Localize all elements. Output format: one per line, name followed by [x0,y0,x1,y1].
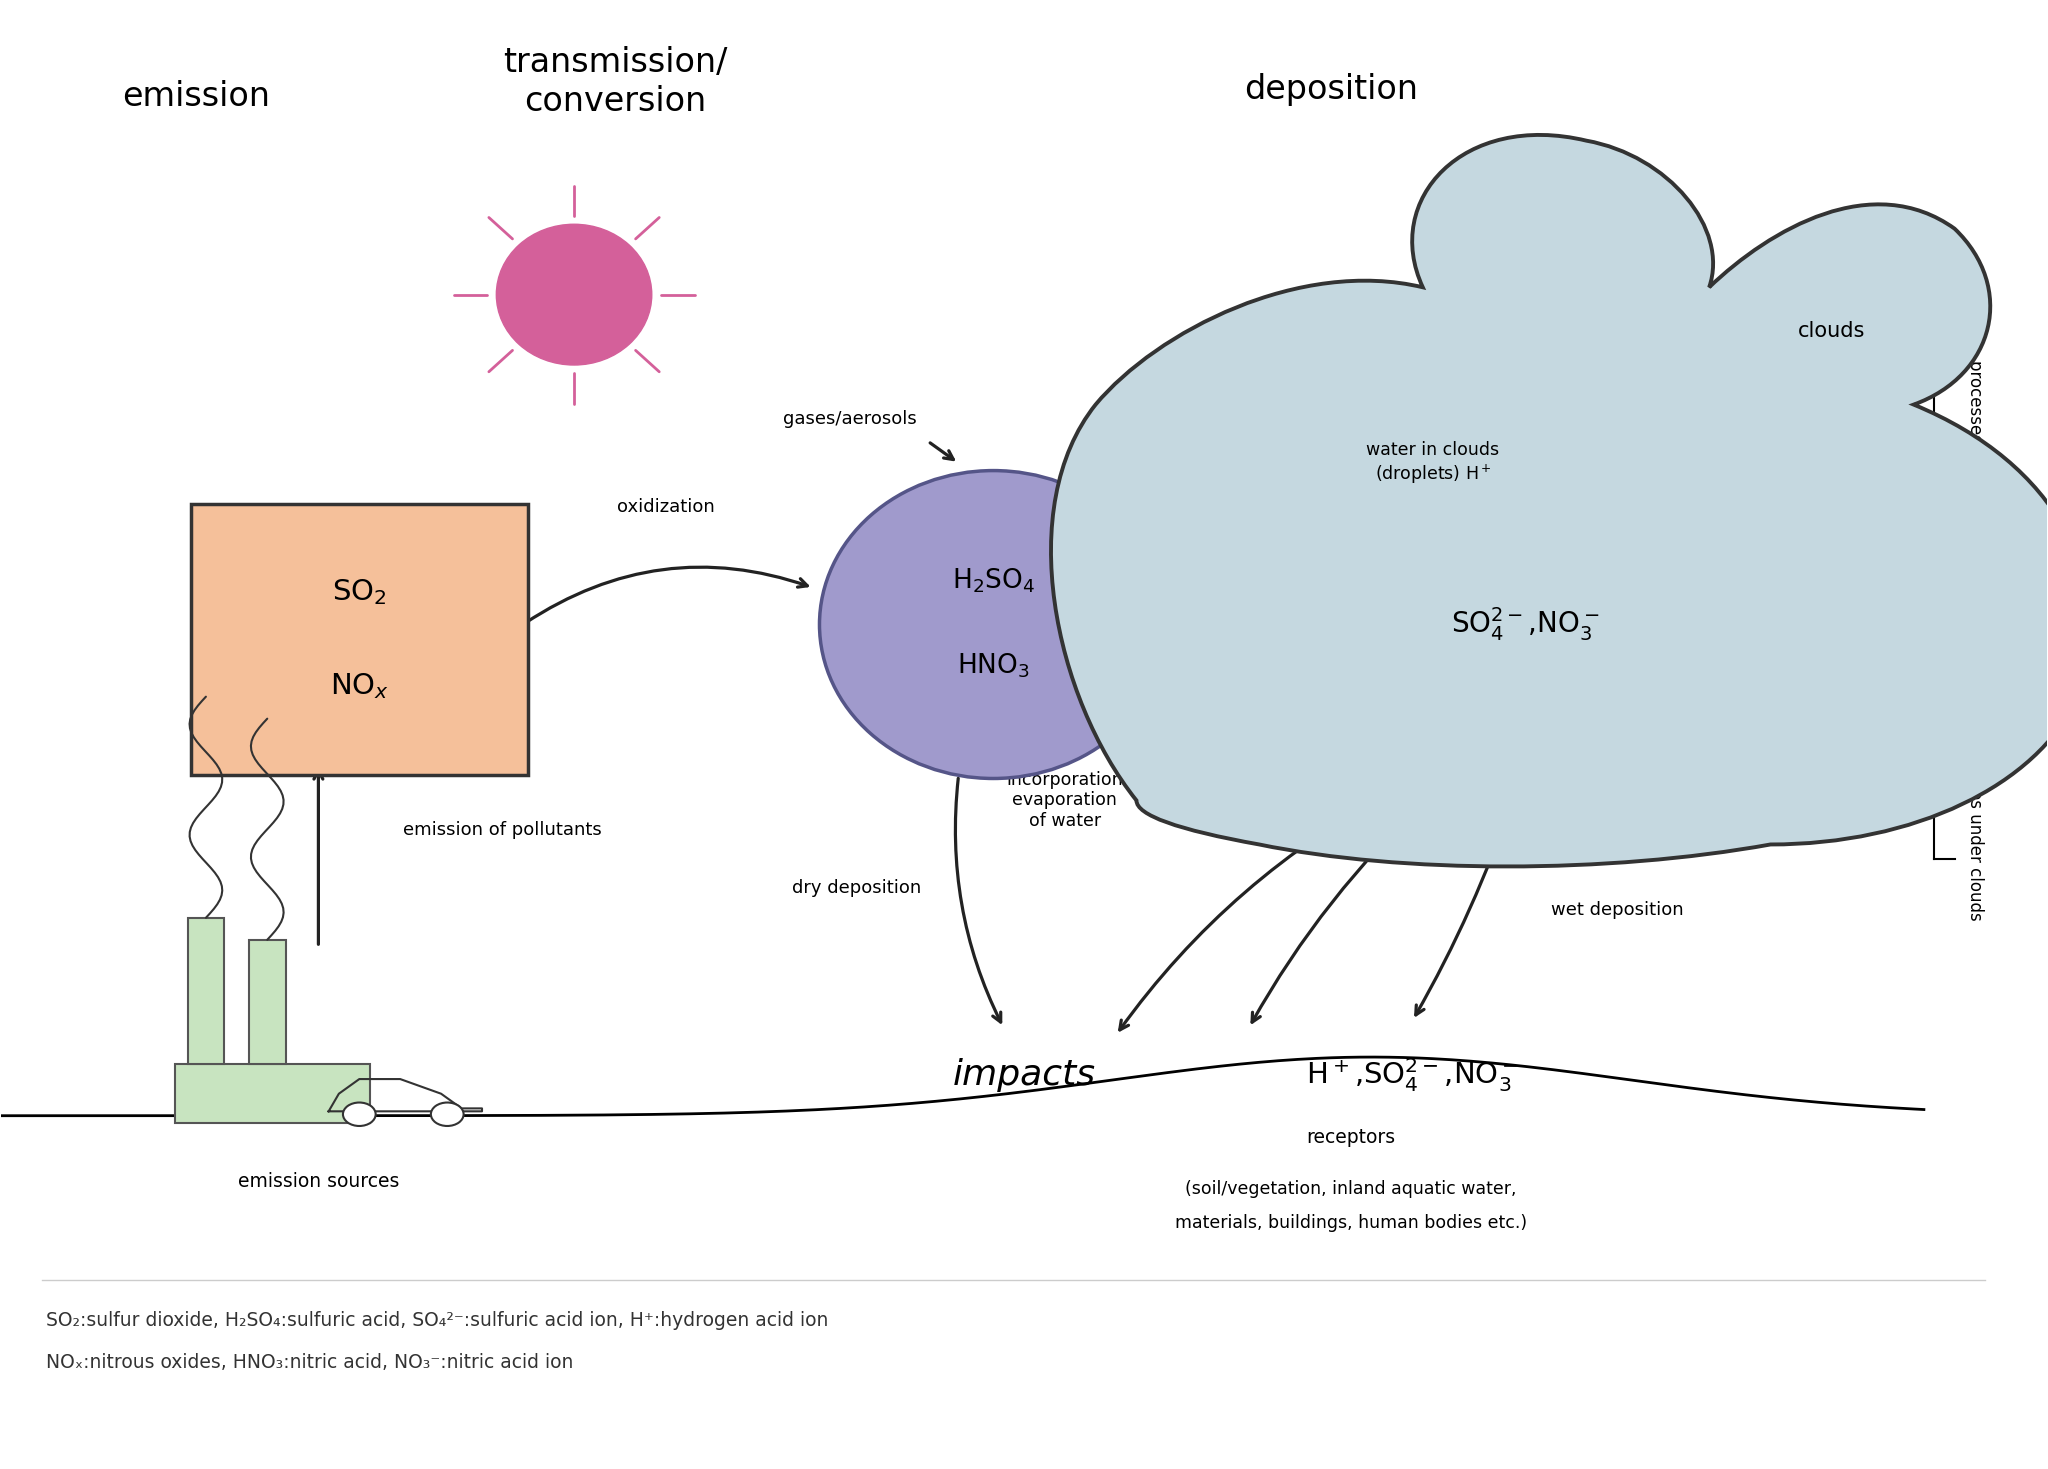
Circle shape [430,1103,463,1125]
Ellipse shape [1399,544,1671,696]
Ellipse shape [1493,477,1688,617]
Ellipse shape [1419,445,1653,626]
Ellipse shape [1337,527,1532,667]
PathPatch shape [1051,135,2048,867]
Ellipse shape [1513,526,1729,680]
Text: oxidization: oxidization [616,498,715,516]
Ellipse shape [1311,441,1700,720]
Ellipse shape [1411,464,1567,574]
Text: H$^+$,SO$_4^{2-}$,NO$_3^-$: H$^+$,SO$_4^{2-}$,NO$_3^-$ [1307,1056,1520,1093]
Text: SO$_2$: SO$_2$ [332,577,387,607]
Text: receptors: receptors [1307,1128,1397,1147]
Text: NOₓ:nitrous oxides, HNO₃:nitric acid, NO₃⁻:nitric acid ion: NOₓ:nitrous oxides, HNO₃:nitric acid, NO… [47,1353,573,1372]
Text: deposition: deposition [1243,73,1417,106]
Text: emission: emission [121,81,270,113]
Text: rain etc.: rain etc. [1516,770,1589,787]
Text: wet deposition: wet deposition [1550,902,1683,920]
Ellipse shape [1419,445,1653,626]
Text: SO$_4^{2-}$,NO$_3^-$: SO$_4^{2-}$,NO$_3^-$ [1450,605,1599,643]
Ellipse shape [1337,527,1532,667]
Ellipse shape [1327,476,1581,657]
Text: SO₂:sulfur dioxide, H₂SO₄:sulfuric acid, SO₄²⁻:sulfuric acid ion, H⁺:hydrogen ac: SO₂:sulfur dioxide, H₂SO₄:sulfuric acid,… [47,1312,829,1331]
Text: water in clouds
(droplets) H$^+$: water in clouds (droplets) H$^+$ [1366,441,1499,486]
Text: incorporation: incorporation [1157,425,1278,444]
Ellipse shape [1401,463,1733,699]
Ellipse shape [496,225,651,364]
Ellipse shape [1311,441,1700,720]
Text: incorporation
evaporation
of water: incorporation evaporation of water [1006,771,1122,830]
Text: emission of pollutants: emission of pollutants [403,821,602,839]
Ellipse shape [1327,476,1581,657]
Ellipse shape [1411,464,1567,574]
FancyBboxPatch shape [190,504,528,774]
Text: dry deposition: dry deposition [793,880,922,898]
Ellipse shape [1327,476,1581,657]
FancyBboxPatch shape [250,940,285,1065]
Ellipse shape [1399,544,1671,696]
Text: NO$_x$: NO$_x$ [330,671,389,701]
Text: evaporation
of water: evaporation of water [1143,649,1247,687]
Ellipse shape [1337,527,1532,667]
Ellipse shape [1411,464,1567,574]
Text: clouds: clouds [1798,322,1866,341]
Text: materials, buildings, human bodies etc.): materials, buildings, human bodies etc.) [1176,1213,1528,1231]
Text: HNO$_3$: HNO$_3$ [956,651,1030,680]
Ellipse shape [1401,463,1733,699]
Text: H$_2$SO$_4$: H$_2$SO$_4$ [952,566,1034,595]
FancyBboxPatch shape [176,1065,369,1122]
Text: processes under clouds: processes under clouds [1966,724,1985,921]
Ellipse shape [1493,477,1688,617]
Text: impacts: impacts [952,1058,1096,1091]
Text: processes in clouds: processes in clouds [1966,360,1985,523]
Text: emission sources: emission sources [238,1172,399,1191]
Text: transmission/
conversion: transmission/ conversion [502,47,727,118]
Ellipse shape [1311,441,1700,720]
Circle shape [342,1103,375,1125]
Text: gases/aerosols: gases/aerosols [782,410,918,429]
Ellipse shape [1401,463,1733,699]
FancyBboxPatch shape [188,918,225,1065]
Ellipse shape [1493,477,1688,617]
Ellipse shape [1513,526,1729,680]
Ellipse shape [1419,445,1653,626]
Ellipse shape [819,470,1167,779]
Ellipse shape [1399,544,1671,696]
Text: (soil/vegetation, inland aquatic water,: (soil/vegetation, inland aquatic water, [1186,1180,1518,1199]
Ellipse shape [1513,526,1729,680]
